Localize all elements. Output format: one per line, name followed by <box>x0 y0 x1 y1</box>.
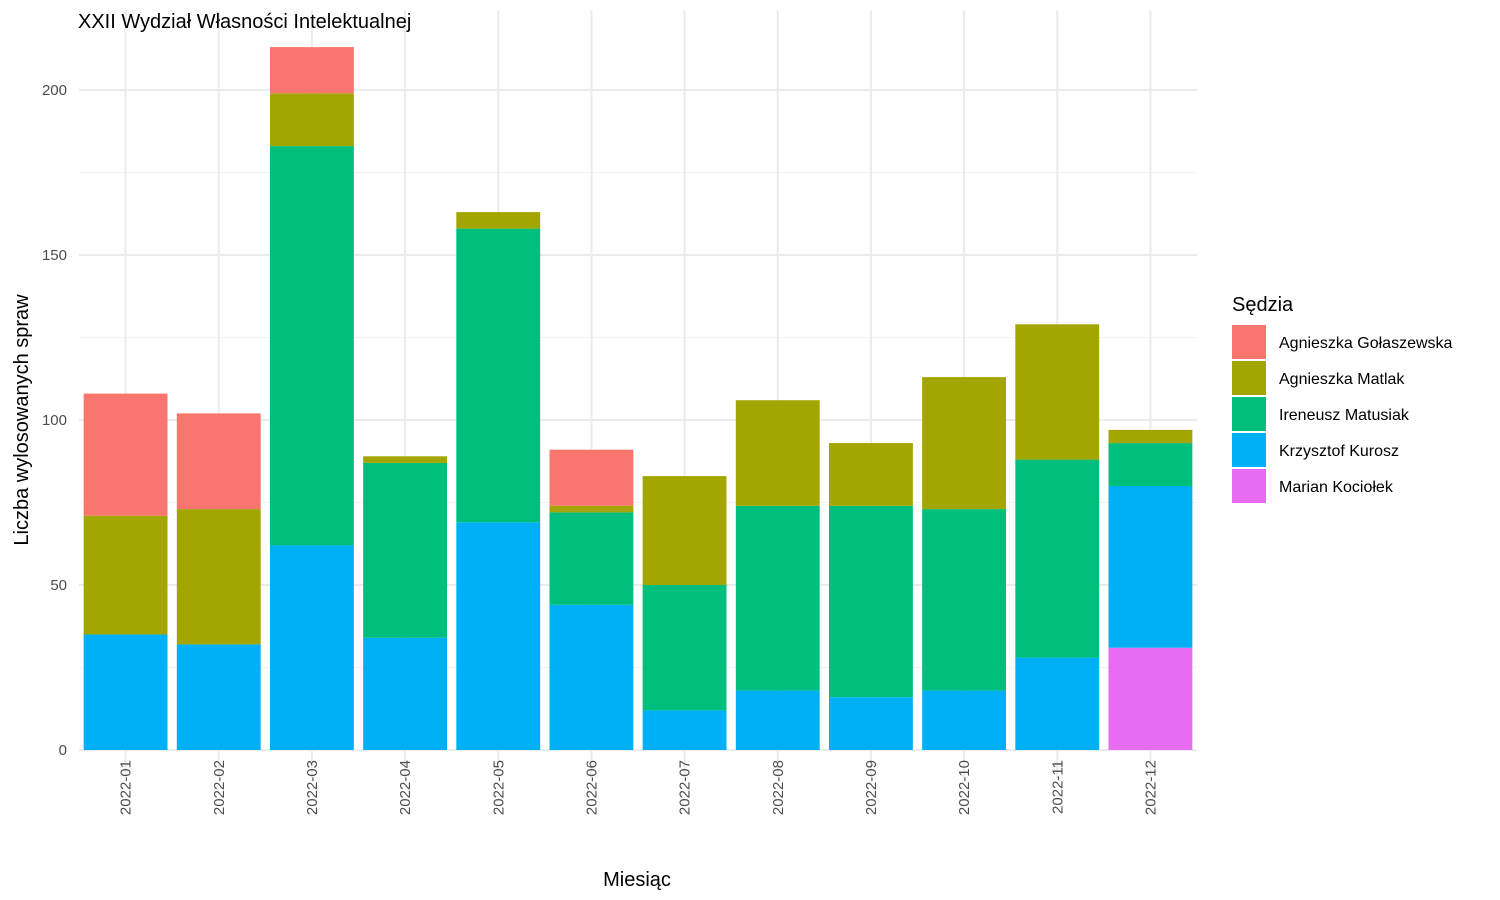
bar-segment-2022-07-krzysztof-kurosz <box>642 710 727 750</box>
x-tick-label: 2022-01 <box>118 760 135 815</box>
y-tick-label: 200 <box>42 82 67 99</box>
bar-segment-2022-03-krzysztof-kurosz <box>269 545 354 750</box>
x-axis-ticks: 2022-01 2022-02 2022-03 2022-04 2022-05 2022-… <box>118 760 1160 815</box>
x-tick-label: 2022-08 <box>770 760 787 815</box>
legend-label: Marian Kociołek <box>1279 479 1394 496</box>
legend-swatch <box>1232 433 1266 467</box>
legend-title: Sędzia <box>1232 294 1294 316</box>
bar-segment-2022-06-ireneusz-matusiak <box>549 512 634 605</box>
bar-segment-2022-10-krzysztof-kurosz <box>922 690 1007 750</box>
legend-items: Agnieszka Gołaszewska Agnieszka Matlak Ire… <box>1232 325 1453 503</box>
legend-swatch <box>1232 397 1266 431</box>
bar-segment-2022-11-agnieszka-matlak <box>1015 324 1100 460</box>
bar-segment-2022-02-agnieszka-matlak <box>176 509 261 645</box>
legend-label: Agnieszka Matlak <box>1279 371 1405 388</box>
legend-label: Krzysztof Kurosz <box>1279 443 1399 460</box>
x-tick-label: 2022-05 <box>490 760 507 815</box>
bar-segment-2022-06-agnieszka-matlak <box>549 505 634 513</box>
x-tick-label: 2022-12 <box>1142 760 1159 815</box>
x-tick-label: 2022-03 <box>304 760 321 815</box>
x-tick-label: 2022-07 <box>677 760 694 815</box>
bar-segment-2022-08-ireneusz-matusiak <box>735 505 820 691</box>
bar-segment-2022-02-krzysztof-kurosz <box>176 644 261 750</box>
bar-segment-2022-10-agnieszka-matlak <box>922 377 1007 510</box>
bar-segment-2022-01-agnieszka-gołaszewska <box>83 393 168 516</box>
bar-segment-2022-04-krzysztof-kurosz <box>363 637 448 750</box>
bar-segment-2022-05-krzysztof-kurosz <box>456 522 541 750</box>
x-tick-label: 2022-02 <box>211 760 228 815</box>
bar-segment-2022-02-agnieszka-gołaszewska <box>176 413 261 510</box>
y-axis-title: Liczba wylosowanych spraw <box>11 294 33 546</box>
x-tick-label: 2022-11 <box>1049 760 1066 814</box>
bar-segment-2022-03-agnieszka-gołaszewska <box>269 47 354 94</box>
bar-segment-2022-09-agnieszka-matlak <box>828 443 913 506</box>
bar-segment-2022-12-krzysztof-kurosz <box>1108 486 1193 648</box>
bar-segment-2022-12-marian-kociołek <box>1108 647 1193 750</box>
bar-segment-2022-03-ireneusz-matusiak <box>269 146 354 546</box>
x-axis-title: Miesiąc <box>603 869 671 891</box>
bar-segment-2022-01-krzysztof-kurosz <box>83 634 168 750</box>
bar-segment-2022-04-ireneusz-matusiak <box>363 462 448 638</box>
x-tick-label: 2022-04 <box>397 760 414 815</box>
bar-segment-2022-10-ireneusz-matusiak <box>922 509 1007 691</box>
bar-segment-2022-12-ireneusz-matusiak <box>1108 443 1193 486</box>
x-tick-label: 2022-06 <box>583 760 600 815</box>
bar-segment-2022-11-krzysztof-kurosz <box>1015 657 1100 750</box>
y-axis-ticks: 0 50 100 150 200 <box>42 82 67 759</box>
y-tick-label: 150 <box>42 247 67 264</box>
bar-segment-2022-04-agnieszka-matlak <box>363 456 448 463</box>
bar-segment-2022-12-agnieszka-matlak <box>1108 429 1193 444</box>
bar-segment-2022-09-krzysztof-kurosz <box>828 697 913 750</box>
y-tick-label: 50 <box>50 577 67 594</box>
legend-swatch <box>1232 361 1266 395</box>
bar-segment-2022-07-agnieszka-matlak <box>642 476 727 585</box>
bar-segment-2022-08-krzysztof-kurosz <box>735 690 820 750</box>
bars <box>83 47 1193 750</box>
bar-segment-2022-05-agnieszka-matlak <box>456 212 541 229</box>
x-tick-label: 2022-09 <box>863 760 880 815</box>
y-tick-label: 100 <box>42 412 67 429</box>
x-tick-label: 2022-10 <box>956 760 973 815</box>
bar-segment-2022-07-ireneusz-matusiak <box>642 585 727 711</box>
bar-segment-2022-01-agnieszka-matlak <box>83 515 168 635</box>
legend-swatch <box>1232 469 1266 503</box>
bar-segment-2022-06-krzysztof-kurosz <box>549 604 634 750</box>
bar-segment-2022-09-ireneusz-matusiak <box>828 505 913 698</box>
legend-swatch <box>1232 325 1266 359</box>
legend-label: Ireneusz Matusiak <box>1279 407 1410 424</box>
bar-segment-2022-06-agnieszka-gołaszewska <box>549 449 634 506</box>
y-tick-label: 0 <box>59 742 67 759</box>
bar-segment-2022-08-agnieszka-matlak <box>735 400 820 506</box>
bar-segment-2022-05-ireneusz-matusiak <box>456 228 541 523</box>
legend-label: Agnieszka Gołaszewska <box>1279 335 1453 352</box>
bar-segment-2022-11-ireneusz-matusiak <box>1015 459 1100 658</box>
bar-segment-2022-03-agnieszka-matlak <box>269 93 354 147</box>
chart-title: XXII Wydział Własności Intelektualnej <box>78 11 411 33</box>
legend: Sędzia Agnieszka Gołaszewska Agnieszka Ma… <box>1232 294 1453 503</box>
